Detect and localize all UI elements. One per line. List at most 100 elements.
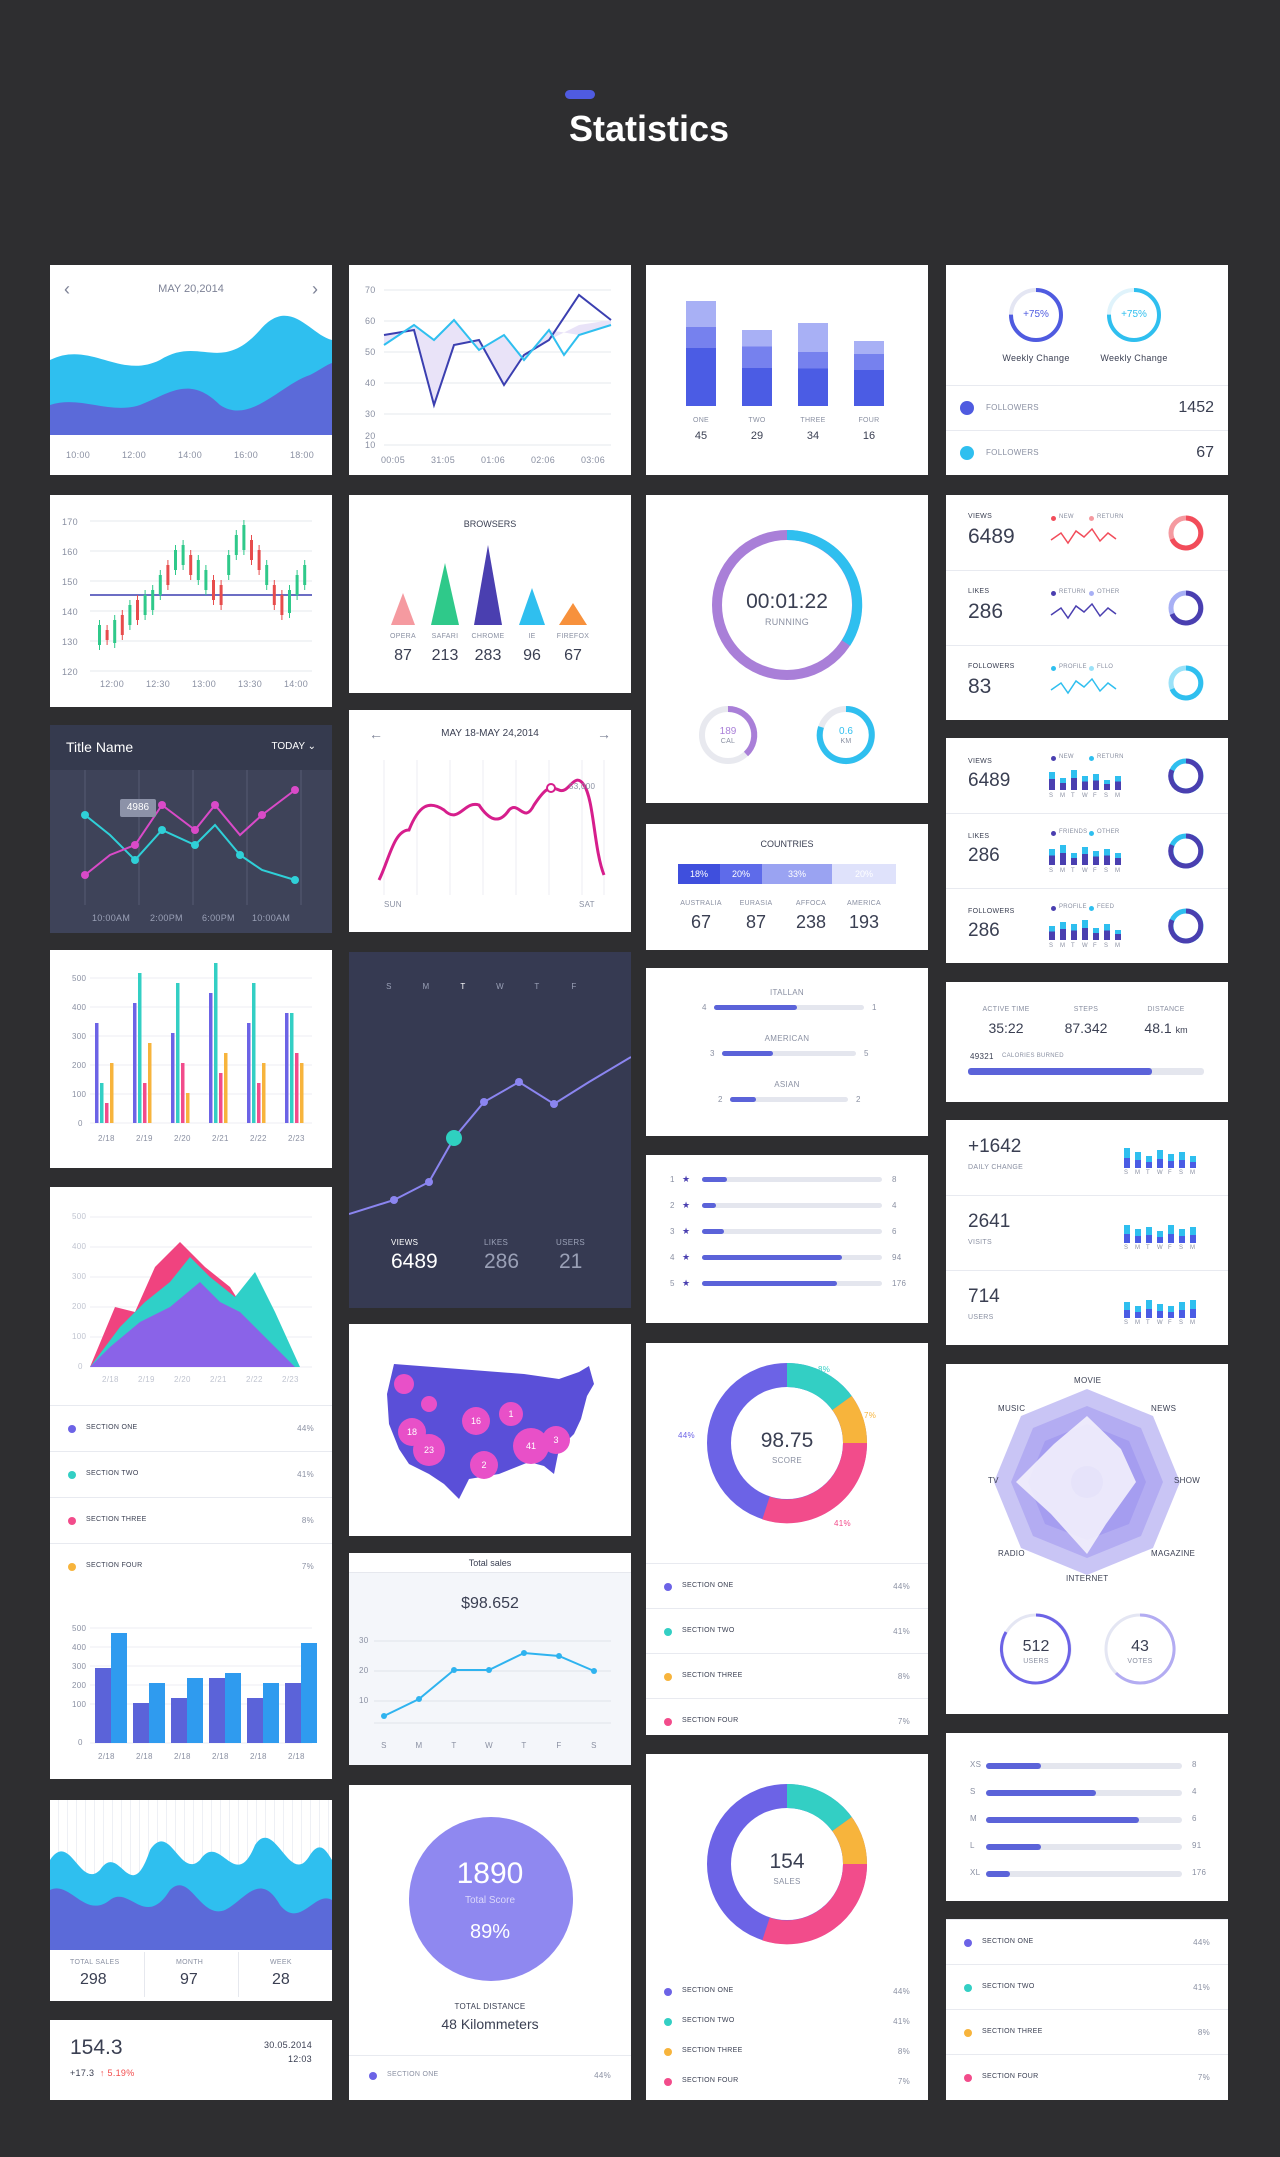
next-arrow-icon[interactable]: →	[597, 726, 611, 742]
stat-row[interactable]: 714 USERS S M T W F S M	[946, 1270, 1228, 1345]
mini-bar	[1060, 778, 1066, 790]
mini-bar	[1157, 1150, 1163, 1168]
mini-ring	[1168, 908, 1204, 944]
row-value: 286	[968, 920, 1000, 941]
sparkline	[1050, 665, 1204, 701]
bar	[133, 1003, 137, 1123]
cuisine-label: AMERICAN	[764, 1034, 810, 1043]
legend-dot	[369, 2072, 377, 2080]
map-pin[interactable]: 2	[470, 1451, 498, 1479]
x-tick: 2/23	[282, 1375, 299, 1384]
stat-row[interactable]: VIEWS 6489 NEW RETURN	[946, 495, 1228, 570]
legend-dot	[664, 1718, 672, 1726]
stat-row[interactable]: +1642 DAILY CHANGE S M T W F S M	[946, 1120, 1228, 1195]
map-pin[interactable]: 23	[413, 1434, 445, 1466]
stat-row[interactable]: LIKES 286 FRIENDS OTHER S M T W F S M	[946, 813, 1228, 888]
rank-number: 4	[670, 1253, 675, 1262]
country-value: 67	[690, 912, 712, 932]
legend-label: SECTION TWO	[86, 1470, 139, 1477]
candle	[212, 580, 215, 600]
crossing-lines-chart	[383, 289, 612, 446]
ranked-bars-card: 1 ★ 8 2 ★ 4 3 ★ 6 4 ★ 94 5 ★ 176	[646, 1155, 928, 1323]
rank-value: 6	[892, 1227, 897, 1236]
timer-status: RUNNING	[764, 617, 810, 627]
map-pin[interactable]: 3	[542, 1426, 570, 1454]
size-track	[986, 1763, 1182, 1769]
day-label: M	[422, 982, 430, 991]
day-label: S	[1104, 793, 1109, 799]
slice-label: 8%	[818, 1365, 831, 1374]
prev-arrow-icon[interactable]: ←	[369, 726, 383, 742]
x-tick: 2/18	[174, 1752, 191, 1761]
stat-label: MONTH	[176, 1959, 204, 1966]
stat-row[interactable]: VIEWS 6489 NEW RETURN S M T W F S M	[946, 738, 1228, 813]
mini-ring	[1168, 758, 1204, 794]
legend-dot	[960, 446, 974, 460]
candlestick-chart	[90, 520, 312, 672]
change-pct: 5.19%	[107, 2068, 135, 2078]
rank-value: 94	[892, 1253, 902, 1262]
legend-label: NEW	[1059, 514, 1074, 520]
stat-row[interactable]: FOLLOWERS 286 PROFILE FEED S M T W F S M	[946, 888, 1228, 963]
y-tick: 20	[359, 1666, 369, 1675]
cuisine-label: ITALLAN	[770, 988, 804, 997]
map-pin[interactable]: 16	[462, 1407, 490, 1435]
today-dropdown[interactable]: TODAY ⌄	[271, 741, 316, 752]
mini-bar	[1060, 845, 1066, 865]
radar-axis-label: MUSIC	[998, 1404, 1026, 1413]
cuisine-label: ASIAN	[774, 1080, 800, 1089]
size-bars-card: XS 8 S 4 M 6 L 91 XL 176	[946, 1733, 1228, 1901]
timer-rings	[699, 529, 875, 764]
candle	[288, 590, 291, 613]
day-label: T	[1146, 1320, 1150, 1326]
candle	[257, 550, 261, 570]
cuisine-right: 1	[872, 1003, 877, 1012]
prev-arrow-icon[interactable]: ‹	[64, 279, 70, 299]
legend-label: OTHER	[1097, 589, 1120, 595]
candle	[174, 550, 177, 570]
sparkline-rows-card: VIEWS 6489 NEW RETURN LIKES 286 RETURN OTHER FOL…	[946, 495, 1228, 720]
sales-value: 154	[769, 1850, 805, 1873]
x-tick: 2/20	[174, 1375, 191, 1384]
distance-label: TOTAL DISTANCE	[454, 2002, 526, 2011]
mini-bars-card: VIEWS 6489 NEW RETURN S M T W F S M LIKES 286 FRIENDS…	[946, 738, 1228, 963]
next-arrow-icon[interactable]: ›	[312, 279, 318, 299]
cuisine-track	[722, 1051, 856, 1056]
title-name-card: Title Name TODAY ⌄ 4986 10:00AM 2:00PM 6…	[50, 725, 332, 933]
bar	[143, 1083, 147, 1123]
calories-label: CALORIES BURNED	[1002, 1053, 1064, 1059]
mini-bar	[1179, 1302, 1185, 1318]
size-label: XL	[970, 1868, 981, 1877]
stat-value: 97	[180, 1971, 198, 1988]
legend-dot	[1051, 666, 1056, 671]
stat-row[interactable]: FOLLOWERS 83 PROFILE FLLO	[946, 645, 1228, 720]
radar-axis-label: TV	[988, 1476, 999, 1485]
bar	[133, 1703, 149, 1743]
row-value: 6489	[968, 770, 1011, 791]
total-score-card: 1890 Total Score 89% TOTAL DISTANCE 48 K…	[349, 1785, 631, 2100]
legend-label: FRIENDS	[1059, 829, 1088, 835]
mini-bar	[1146, 1227, 1152, 1243]
day-label: S	[1049, 868, 1054, 874]
browser-value: 283	[474, 647, 502, 664]
running-timer-card: 00:01:22 RUNNING 189 CAL 0.6 KM	[646, 495, 928, 803]
day-label: W	[1082, 868, 1088, 874]
map-dot	[394, 1374, 414, 1394]
day-label: S	[1179, 1320, 1184, 1326]
mini-bar	[1124, 1225, 1130, 1243]
stat-label: VIEWS	[391, 1238, 419, 1247]
legend-label: PROFILE	[1059, 664, 1087, 670]
stat-row[interactable]: 2641 VISITS S M T W F S M	[946, 1195, 1228, 1270]
size-track	[986, 1871, 1182, 1877]
x-end: SAT	[579, 900, 595, 909]
mini-bar	[1124, 1148, 1130, 1168]
total-sales-card: Total sales $98.652 30 20 10 S M T W T F S	[349, 1553, 631, 1765]
row-label: FOLLOWERS	[968, 908, 1015, 915]
browser-value: 87	[394, 647, 412, 664]
map-pin[interactable]: 1	[499, 1402, 523, 1426]
stat-row[interactable]: LIKES 286 RETURN OTHER	[946, 570, 1228, 645]
bar-label: THREE	[800, 417, 826, 424]
legend-value: 7%	[301, 1562, 314, 1571]
day-label: M	[1135, 1320, 1141, 1326]
legend-label: SECTION THREE	[86, 1516, 147, 1523]
